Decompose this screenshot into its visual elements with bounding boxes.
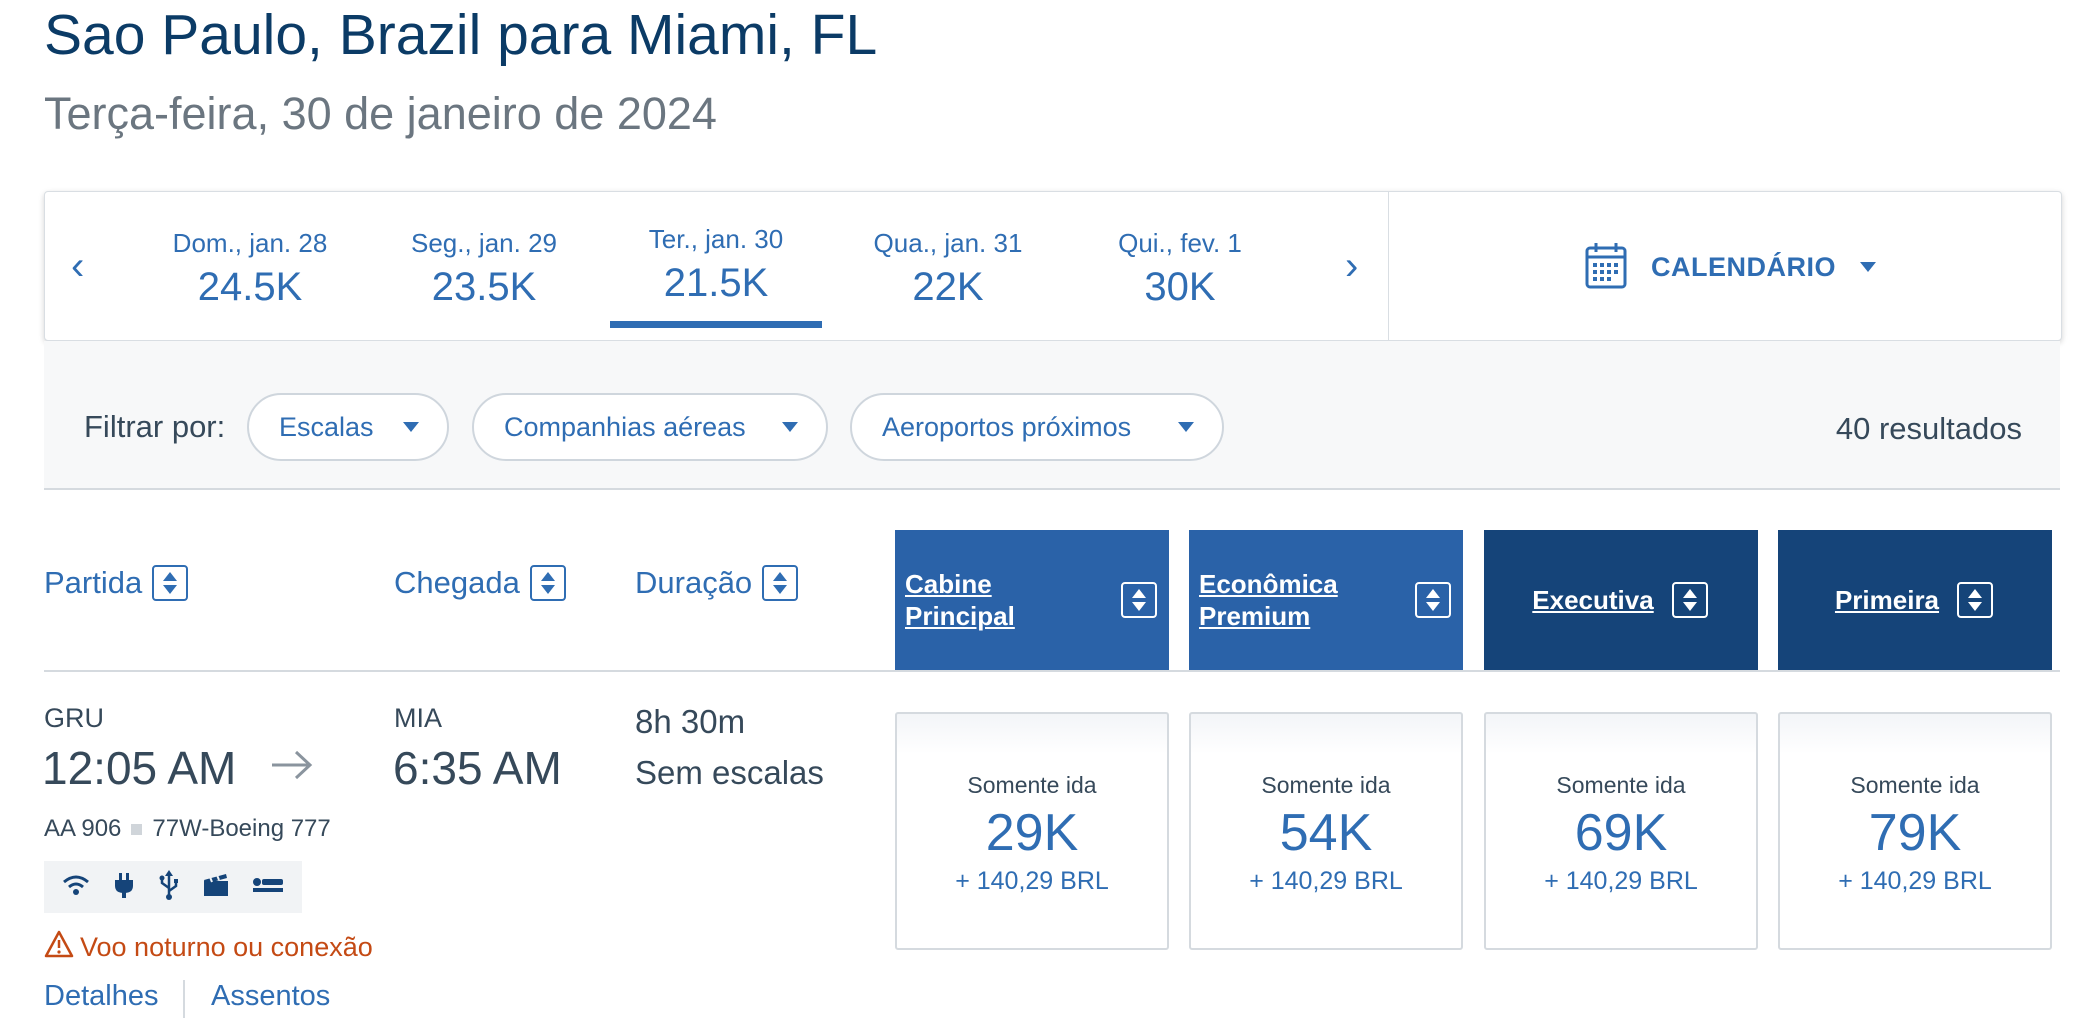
fare-card-main-cabin[interactable]: Somente ida 29K + 140,29 BRL [895,712,1169,950]
calendar-label: CALENDÁRIO [1651,251,1836,282]
cabin-header-premium-economy[interactable]: Econômica Premium [1189,530,1463,670]
sort-duration[interactable]: Duração [635,565,799,601]
flight-duration: 8h 30m [635,703,746,740]
lie-flat-seat-icon [251,875,285,900]
entertainment-icon [202,872,230,903]
arrow-right-icon [270,748,314,787]
sort-icon [1671,582,1708,618]
fare-card-first[interactable]: Somente ida 79K + 140,29 BRL [1778,712,2052,950]
link-separator [183,980,185,1018]
fare-price: 69K [1574,804,1668,862]
sort-icon [1415,582,1451,618]
sort-icon [1957,582,1994,618]
chevron-down-icon [782,422,798,432]
chevron-down-icon [1860,262,1876,272]
sort-arrival[interactable]: Chegada [394,565,566,601]
calendar-button[interactable]: CALENDÁRIO [1585,242,1876,292]
filter-nearby-airports-label: Aeroportos próximos [882,411,1132,442]
date-option-feb-1[interactable]: Qui., fev. 1 30K [1065,228,1295,310]
date-option-jan-31[interactable]: Qua., jan. 31 22K [833,228,1063,310]
fare-fee: + 140,29 BRL [1838,867,1992,895]
page-subtitle: Terça-feira, 30 de janeiro de 2024 [44,88,717,139]
cabin-header-label: Econômica Premium [1199,569,1338,631]
date-label: Seg., jan. 29 [411,228,557,258]
date-price: 21.5K [663,261,769,305]
filter-airlines-dropdown[interactable]: Companhias aéreas [472,393,828,461]
cabin-header-label: Cabine Principal [905,569,1015,631]
arrival-time: 6:35 AM [393,742,562,794]
aircraft-type: 77W-Boeing 777 [152,815,331,842]
filter-label: Filtrar por: [84,409,226,444]
fare-fee: + 140,29 BRL [955,867,1109,895]
sort-icon [762,565,799,601]
fare-fee: + 140,29 BRL [1249,867,1403,895]
fare-price: 54K [1279,804,1373,862]
details-link[interactable]: Detalhes [44,980,159,1012]
flight-stops: Sem escalas [635,754,824,791]
date-price: 22K [912,265,984,309]
date-price: 30K [1144,265,1216,309]
header-divider [44,670,2060,672]
filter-nearby-airports-dropdown[interactable]: Aeroportos próximos [850,393,1224,461]
fare-type: Somente ida [1556,772,1686,798]
overnight-warning: Voo noturno ou conexão [44,930,373,965]
fare-card-premium-economy[interactable]: Somente ida 54K + 140,29 BRL [1189,712,1463,950]
departure-time: 12:05 AM [42,742,237,794]
date-price: 24.5K [197,265,303,309]
date-label: Ter., jan. 30 [648,224,784,254]
date-option-jan-29[interactable]: Seg., jan. 29 23.5K [369,228,599,310]
separator-square [131,823,143,835]
cabin-header-first[interactable]: Primeira [1778,530,2052,670]
departure-header-label: Partida [44,565,143,600]
flight-number: AA 906 [44,815,122,842]
amenities-bar [44,861,302,913]
origin-airport-code: GRU [44,703,104,733]
next-dates-arrow[interactable]: › [1345,244,1359,288]
sort-icon [529,565,566,601]
date-label: Dom., jan. 28 [172,228,328,258]
selected-date-indicator [610,321,822,328]
chevron-down-icon [403,422,419,432]
usb-icon [157,869,181,905]
arrival-header-label: Chegada [394,565,520,600]
warning-text: Voo noturno ou conexão [80,932,373,962]
fare-type: Somente ida [1850,772,1980,798]
fare-type: Somente ida [967,772,1097,798]
fare-fee: + 140,29 BRL [1544,867,1698,895]
date-option-jan-28[interactable]: Dom., jan. 28 24.5K [135,228,365,310]
filter-bar: Filtrar por: Escalas Companhias aéreas A… [44,341,2060,490]
fare-price: 79K [1868,804,1962,862]
filter-stops-label: Escalas [279,411,374,442]
calendar-icon [1585,241,1627,294]
chevron-down-icon [1178,422,1194,432]
previous-dates-arrow[interactable]: ‹ [71,244,85,288]
filter-airlines-label: Companhias aéreas [504,411,746,442]
sort-icon [152,565,189,601]
duration-header-label: Duração [635,565,753,600]
cabin-header-label: Executiva [1532,585,1654,615]
fare-type: Somente ida [1261,772,1391,798]
destination-airport-code: MIA [394,703,443,733]
power-plug-icon [112,871,136,904]
strip-divider [1388,192,1389,340]
flight-info: AA 906 77W-Boeing 777 [44,815,331,843]
cabin-header-main[interactable]: Cabine Principal [895,530,1169,670]
sort-icon [1121,582,1157,618]
filter-stops-dropdown[interactable]: Escalas [247,393,449,461]
date-label: Qui., fev. 1 [1118,228,1242,258]
warning-icon [44,930,74,965]
cabin-header-label: Primeira [1834,585,1940,615]
date-strip: ‹ Dom., jan. 28 24.5K Seg., jan. 29 23.5… [44,191,2062,341]
fare-card-business[interactable]: Somente ida 69K + 140,29 BRL [1484,712,1758,950]
date-price: 23.5K [431,265,537,309]
wifi-icon [61,873,91,902]
date-label: Qua., jan. 31 [873,228,1023,258]
fare-price: 29K [985,804,1079,862]
page-title: Sao Paulo, Brazil para Miami, FL [44,3,878,67]
results-count: 40 resultados [1835,411,2022,446]
sort-departure[interactable]: Partida [44,565,189,601]
seats-link[interactable]: Assentos [211,980,331,1012]
date-option-jan-30-selected[interactable]: Ter., jan. 30 21.5K [601,224,831,306]
cabin-header-business[interactable]: Executiva [1484,530,1758,670]
